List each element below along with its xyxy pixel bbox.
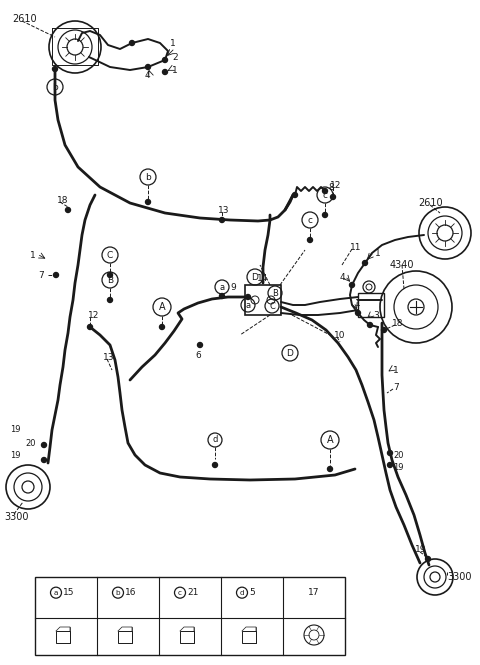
Text: 3300: 3300 [4, 512, 28, 522]
Text: 1: 1 [170, 39, 176, 47]
Text: 4340: 4340 [390, 260, 415, 270]
Text: 2610: 2610 [418, 198, 443, 208]
Text: 14: 14 [257, 273, 269, 283]
Circle shape [145, 200, 151, 205]
Text: 6: 6 [195, 350, 201, 360]
Text: 20: 20 [25, 438, 36, 448]
Text: D: D [252, 273, 258, 281]
Circle shape [163, 57, 168, 63]
Text: 1: 1 [393, 366, 399, 374]
Circle shape [41, 458, 47, 462]
Text: 9: 9 [230, 283, 236, 291]
Circle shape [349, 283, 355, 287]
Circle shape [53, 273, 59, 277]
Bar [35, 577, 345, 655]
Circle shape [356, 311, 360, 315]
Text: 18: 18 [392, 319, 404, 327]
Circle shape [362, 261, 368, 265]
Text: b: b [145, 172, 151, 182]
Text: b: b [116, 590, 120, 596]
Text: 18: 18 [57, 196, 69, 205]
Text: 16: 16 [125, 588, 136, 597]
Text: 13: 13 [218, 205, 229, 215]
Circle shape [197, 342, 203, 348]
Circle shape [387, 462, 393, 467]
Circle shape [308, 237, 312, 243]
Text: c: c [323, 190, 327, 200]
Circle shape [292, 192, 298, 198]
Text: 8: 8 [328, 182, 334, 192]
Text: 19: 19 [415, 545, 427, 555]
Circle shape [245, 295, 251, 299]
Circle shape [219, 293, 225, 299]
Text: b: b [52, 82, 58, 92]
Text: 7: 7 [393, 382, 399, 392]
Circle shape [323, 213, 327, 217]
Text: 17: 17 [308, 588, 320, 597]
Circle shape [130, 41, 134, 45]
Circle shape [87, 325, 93, 329]
Text: 1: 1 [172, 65, 178, 74]
Text: 4: 4 [145, 70, 151, 80]
Text: d: d [240, 590, 244, 596]
Circle shape [368, 323, 372, 327]
Text: 3300: 3300 [447, 572, 471, 582]
Text: 2610: 2610 [12, 14, 36, 24]
Text: 1: 1 [355, 299, 361, 307]
Text: 2: 2 [172, 53, 178, 61]
Bar [245, 285, 281, 315]
Text: 19: 19 [10, 450, 21, 460]
Text: a: a [219, 283, 225, 291]
Circle shape [387, 450, 393, 456]
Circle shape [219, 217, 225, 223]
Text: B: B [272, 289, 278, 297]
Circle shape [52, 66, 58, 72]
Text: A: A [327, 435, 333, 445]
Text: D: D [287, 348, 293, 358]
Bar [358, 293, 384, 317]
Circle shape [331, 194, 336, 199]
Circle shape [213, 462, 217, 467]
Text: 21: 21 [187, 588, 198, 597]
Circle shape [108, 273, 112, 277]
Text: 19: 19 [393, 462, 404, 471]
Text: 5: 5 [249, 588, 255, 597]
Circle shape [382, 327, 386, 332]
Text: C: C [269, 301, 275, 311]
Circle shape [159, 325, 165, 329]
Bar [180, 631, 194, 643]
Bar [118, 631, 132, 643]
Circle shape [41, 442, 47, 448]
Circle shape [163, 70, 168, 74]
Circle shape [425, 557, 431, 561]
Text: A: A [159, 302, 165, 312]
Circle shape [327, 467, 333, 471]
Circle shape [65, 207, 71, 213]
Text: c: c [178, 590, 182, 596]
Text: B: B [107, 275, 113, 285]
Circle shape [108, 297, 112, 303]
Text: 3: 3 [373, 311, 379, 319]
Text: C: C [107, 251, 113, 259]
Text: 7: 7 [38, 271, 44, 279]
Text: 20: 20 [393, 450, 404, 460]
Text: 12: 12 [88, 311, 99, 319]
Text: 12: 12 [330, 180, 341, 190]
Text: 11: 11 [350, 243, 361, 251]
Bar [56, 631, 70, 643]
Bar [242, 631, 256, 643]
Text: 10: 10 [334, 331, 346, 340]
Text: 13: 13 [103, 352, 115, 362]
Text: 19: 19 [10, 426, 21, 434]
Circle shape [145, 65, 151, 70]
Text: d: d [212, 436, 218, 444]
Text: 1: 1 [375, 249, 381, 257]
Circle shape [323, 188, 327, 194]
Text: 15: 15 [63, 588, 74, 597]
Text: a: a [245, 301, 251, 309]
Text: c: c [308, 215, 312, 225]
Text: a: a [54, 590, 58, 596]
Text: 1: 1 [30, 251, 36, 259]
Text: 4: 4 [340, 273, 346, 281]
